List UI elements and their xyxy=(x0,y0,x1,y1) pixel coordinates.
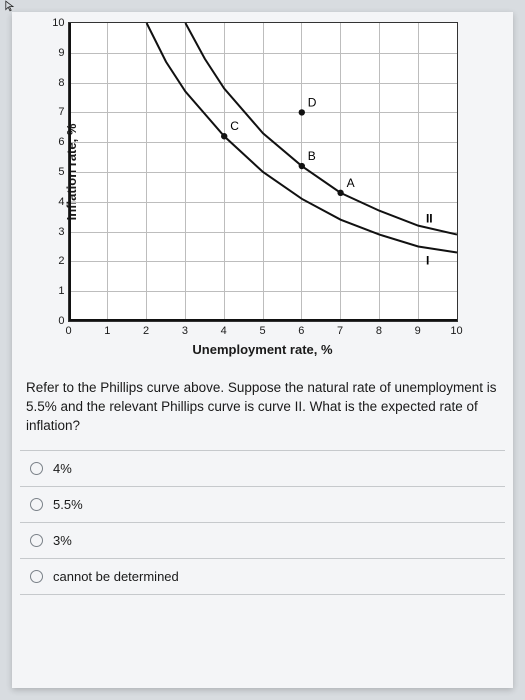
x-tick-label: 2 xyxy=(143,325,149,337)
phillips-curve-chart: Inflation rate, % 0123456789100123456789… xyxy=(68,22,458,322)
x-tick-label: 4 xyxy=(221,325,227,337)
chart-container: Inflation rate, % 0123456789100123456789… xyxy=(68,22,458,357)
y-tick-label: 4 xyxy=(49,196,65,208)
curve-I xyxy=(146,23,456,252)
x-axis-title: Unemployment rate, % xyxy=(68,342,458,357)
point-D xyxy=(298,109,304,115)
option-3[interactable]: cannot be determined xyxy=(20,558,505,595)
point-label-C: C xyxy=(230,119,239,133)
option-label: 5.5% xyxy=(53,497,83,512)
y-tick-label: 10 xyxy=(49,17,65,29)
x-tick-label: 0 xyxy=(65,325,71,337)
curve-II xyxy=(185,23,457,235)
point-label-D: D xyxy=(307,95,316,109)
y-tick-label: 0 xyxy=(49,315,65,327)
answer-options: 4% 5.5% 3% cannot be determined xyxy=(20,450,505,595)
y-tick-label: 8 xyxy=(49,77,65,89)
cursor-icon xyxy=(4,0,16,12)
radio-icon[interactable] xyxy=(30,498,43,511)
x-tick-label: 10 xyxy=(450,325,462,337)
y-tick-label: 2 xyxy=(49,255,65,267)
y-tick-label: 9 xyxy=(49,47,65,59)
option-label: cannot be determined xyxy=(53,569,179,584)
curve-label-I: I xyxy=(425,253,428,267)
question-text: Refer to the Phillips curve above. Suppo… xyxy=(20,375,505,450)
x-tick-label: 3 xyxy=(182,325,188,337)
point-A xyxy=(337,190,343,196)
worksheet-page: Inflation rate, % 0123456789100123456789… xyxy=(12,12,513,688)
y-tick-label: 1 xyxy=(49,285,65,297)
point-label-B: B xyxy=(307,149,315,163)
option-label: 3% xyxy=(53,533,72,548)
point-B xyxy=(298,163,304,169)
option-label: 4% xyxy=(53,461,72,476)
y-tick-label: 6 xyxy=(49,136,65,148)
option-2[interactable]: 3% xyxy=(20,522,505,558)
radio-icon[interactable] xyxy=(30,462,43,475)
y-tick-label: 3 xyxy=(49,226,65,238)
curve-label-II: II xyxy=(425,212,432,226)
option-1[interactable]: 5.5% xyxy=(20,486,505,522)
y-tick-label: 7 xyxy=(49,106,65,118)
point-label-A: A xyxy=(346,176,354,190)
x-tick-label: 6 xyxy=(298,325,304,337)
x-tick-label: 8 xyxy=(376,325,382,337)
radio-icon[interactable] xyxy=(30,534,43,547)
radio-icon[interactable] xyxy=(30,570,43,583)
point-C xyxy=(221,133,227,139)
option-0[interactable]: 4% xyxy=(20,450,505,486)
x-tick-label: 1 xyxy=(104,325,110,337)
x-tick-label: 5 xyxy=(259,325,265,337)
x-tick-label: 7 xyxy=(337,325,343,337)
y-tick-label: 5 xyxy=(49,166,65,178)
x-tick-label: 9 xyxy=(415,325,421,337)
